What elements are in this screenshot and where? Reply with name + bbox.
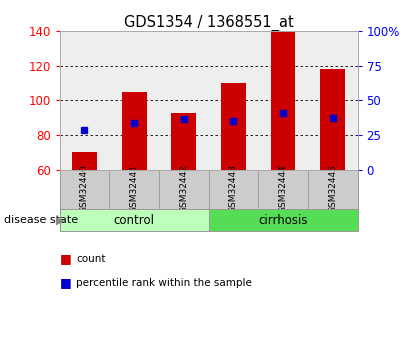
Bar (271, 31, 296, 170)
Text: count: count (76, 254, 106, 264)
Text: GSM32441: GSM32441 (129, 164, 139, 213)
Bar (72, 152, 97, 170)
Bar (221, 83, 246, 170)
Text: GSM32443: GSM32443 (229, 164, 238, 213)
Text: GSM32444: GSM32444 (279, 164, 288, 213)
Text: ▶: ▶ (55, 215, 64, 225)
Text: percentile rank within the sample: percentile rank within the sample (76, 278, 252, 288)
Title: GDS1354 / 1368551_at: GDS1354 / 1368551_at (124, 15, 293, 31)
Text: control: control (113, 214, 155, 227)
Text: ■: ■ (60, 252, 72, 265)
Text: GSM32445: GSM32445 (328, 164, 337, 213)
Text: cirrhosis: cirrhosis (259, 214, 308, 227)
Bar (171, 112, 196, 170)
Bar (122, 92, 146, 170)
Bar (320, 69, 345, 170)
Bar (60, 209, 209, 231)
Text: disease state: disease state (4, 215, 78, 225)
Text: ■: ■ (60, 276, 72, 289)
Text: GSM32442: GSM32442 (179, 164, 188, 213)
Bar (208, 209, 358, 231)
Text: GSM32440: GSM32440 (80, 164, 89, 213)
